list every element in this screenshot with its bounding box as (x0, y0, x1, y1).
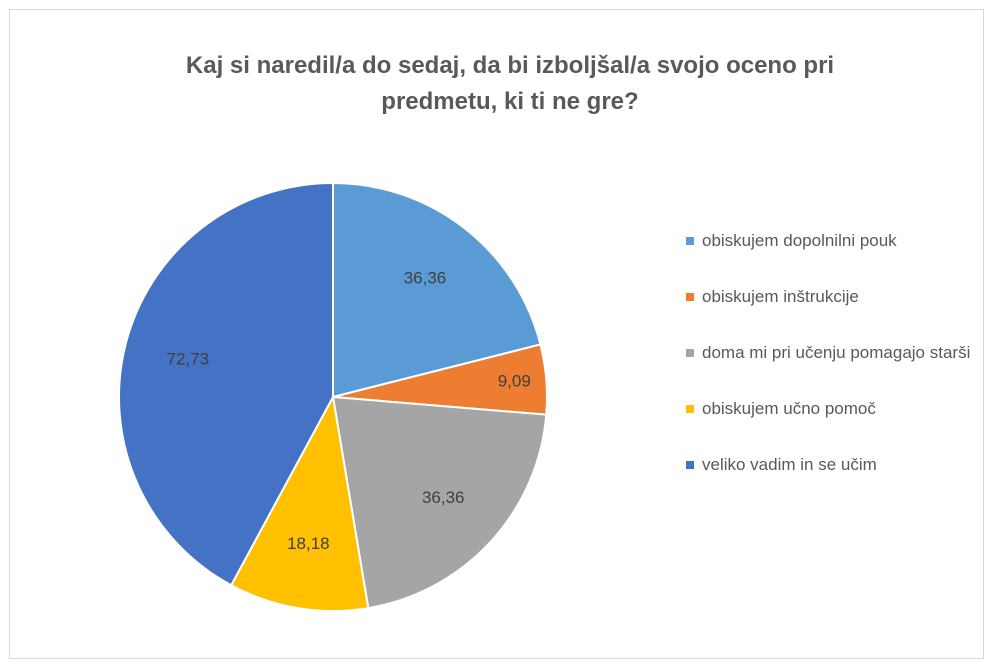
data-label: 72,73 (167, 350, 210, 369)
legend-swatch (686, 237, 694, 245)
legend-swatch (686, 293, 694, 301)
legend-label: doma mi pri učenju pomagajo starši (702, 343, 971, 362)
data-label: 9,09 (498, 371, 531, 390)
legend-swatch (686, 405, 694, 413)
legend-swatch (686, 461, 694, 469)
legend-item: veliko vadim in se učim (686, 452, 986, 478)
legend-swatch (686, 349, 694, 357)
legend-label: obiskujem učno pomoč (702, 399, 876, 418)
legend-item: doma mi pri učenju pomagajo starši (686, 340, 986, 366)
legend: obiskujem dopolnilni pouk obiskujem inštr… (686, 228, 986, 508)
pie-slice (331, 395, 548, 610)
pie-slice (118, 181, 334, 587)
legend-label: veliko vadim in se učim (702, 455, 877, 474)
pie-slice (332, 181, 542, 399)
data-label: 36,36 (404, 268, 447, 287)
legend-item: obiskujem dopolnilni pouk (686, 228, 986, 254)
legend-item: obiskujem učno pomoč (686, 396, 986, 422)
legend-label: obiskujem dopolnilni pouk (702, 231, 897, 250)
pie-slice (229, 393, 370, 612)
chart-title: Kaj si naredil/a do sedaj, da bi izboljš… (185, 52, 835, 115)
data-label: 36,36 (422, 488, 465, 507)
data-label: 18,18 (287, 534, 330, 553)
legend-item: obiskujem inštrukcije (686, 284, 986, 310)
legend-label: obiskujem inštrukcije (702, 287, 859, 306)
